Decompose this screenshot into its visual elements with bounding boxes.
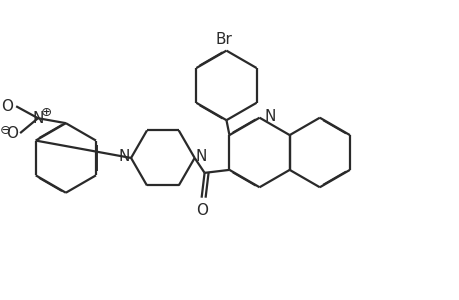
Text: O: O [196,203,208,218]
Text: O: O [6,126,18,141]
Text: O: O [1,99,13,114]
Text: Br: Br [214,32,231,46]
Text: N: N [264,109,275,124]
Text: ⊖: ⊖ [0,124,11,136]
Text: N: N [118,149,130,164]
Text: N: N [32,111,44,126]
Text: N: N [195,149,207,164]
Text: ⊕: ⊕ [40,106,51,119]
